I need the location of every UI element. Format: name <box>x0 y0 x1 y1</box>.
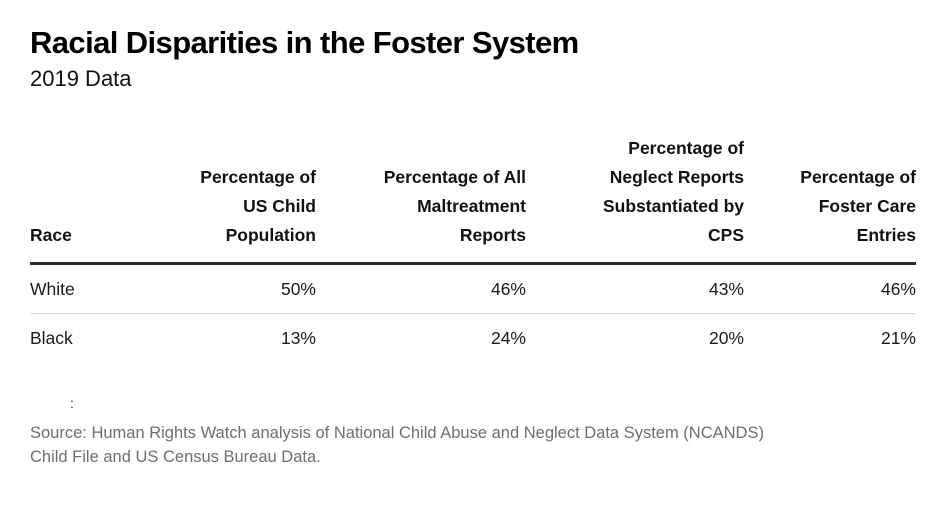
column-header-foster-care-entries: Percentage of Foster Care Entries <box>744 134 916 265</box>
value-cell: 46% <box>744 263 916 314</box>
value-cell: 50% <box>180 263 316 314</box>
footnote-colon-mark: : <box>70 395 74 411</box>
source-note: Source: Human Rights Watch analysis of N… <box>30 424 764 466</box>
table-row-white: White 50% 46% 43% 46% <box>30 263 916 314</box>
column-header-maltreatment-reports: Percentage of All Maltreatment Reports <box>316 134 526 265</box>
page-subtitle: 2019 Data <box>30 66 132 91</box>
racial-disparities-table: Race Percentage of US Child Population P… <box>30 134 916 362</box>
table-row-black: Black 13% 24% 20% 21% <box>30 314 916 363</box>
value-cell: 21% <box>880 328 916 348</box>
page-title: Racial Disparities in the Foster System <box>30 25 579 60</box>
value-cell: 46% <box>316 263 526 314</box>
value-cell: 20% <box>708 328 744 348</box>
race-cell: Black <box>30 328 73 348</box>
column-header-race: Race <box>30 134 180 265</box>
table-header-row: Race Percentage of US Child Population P… <box>30 134 916 265</box>
race-cell: White <box>30 263 180 314</box>
value-cell: 13% <box>280 328 316 348</box>
value-cell: 24% <box>490 328 526 348</box>
column-header-us-child-population: Percentage of US Child Population <box>180 134 316 265</box>
value-cell: 43% <box>526 263 744 314</box>
column-header-neglect-substantiated-cps: Percentage of Neglect Reports Substantia… <box>526 134 744 265</box>
